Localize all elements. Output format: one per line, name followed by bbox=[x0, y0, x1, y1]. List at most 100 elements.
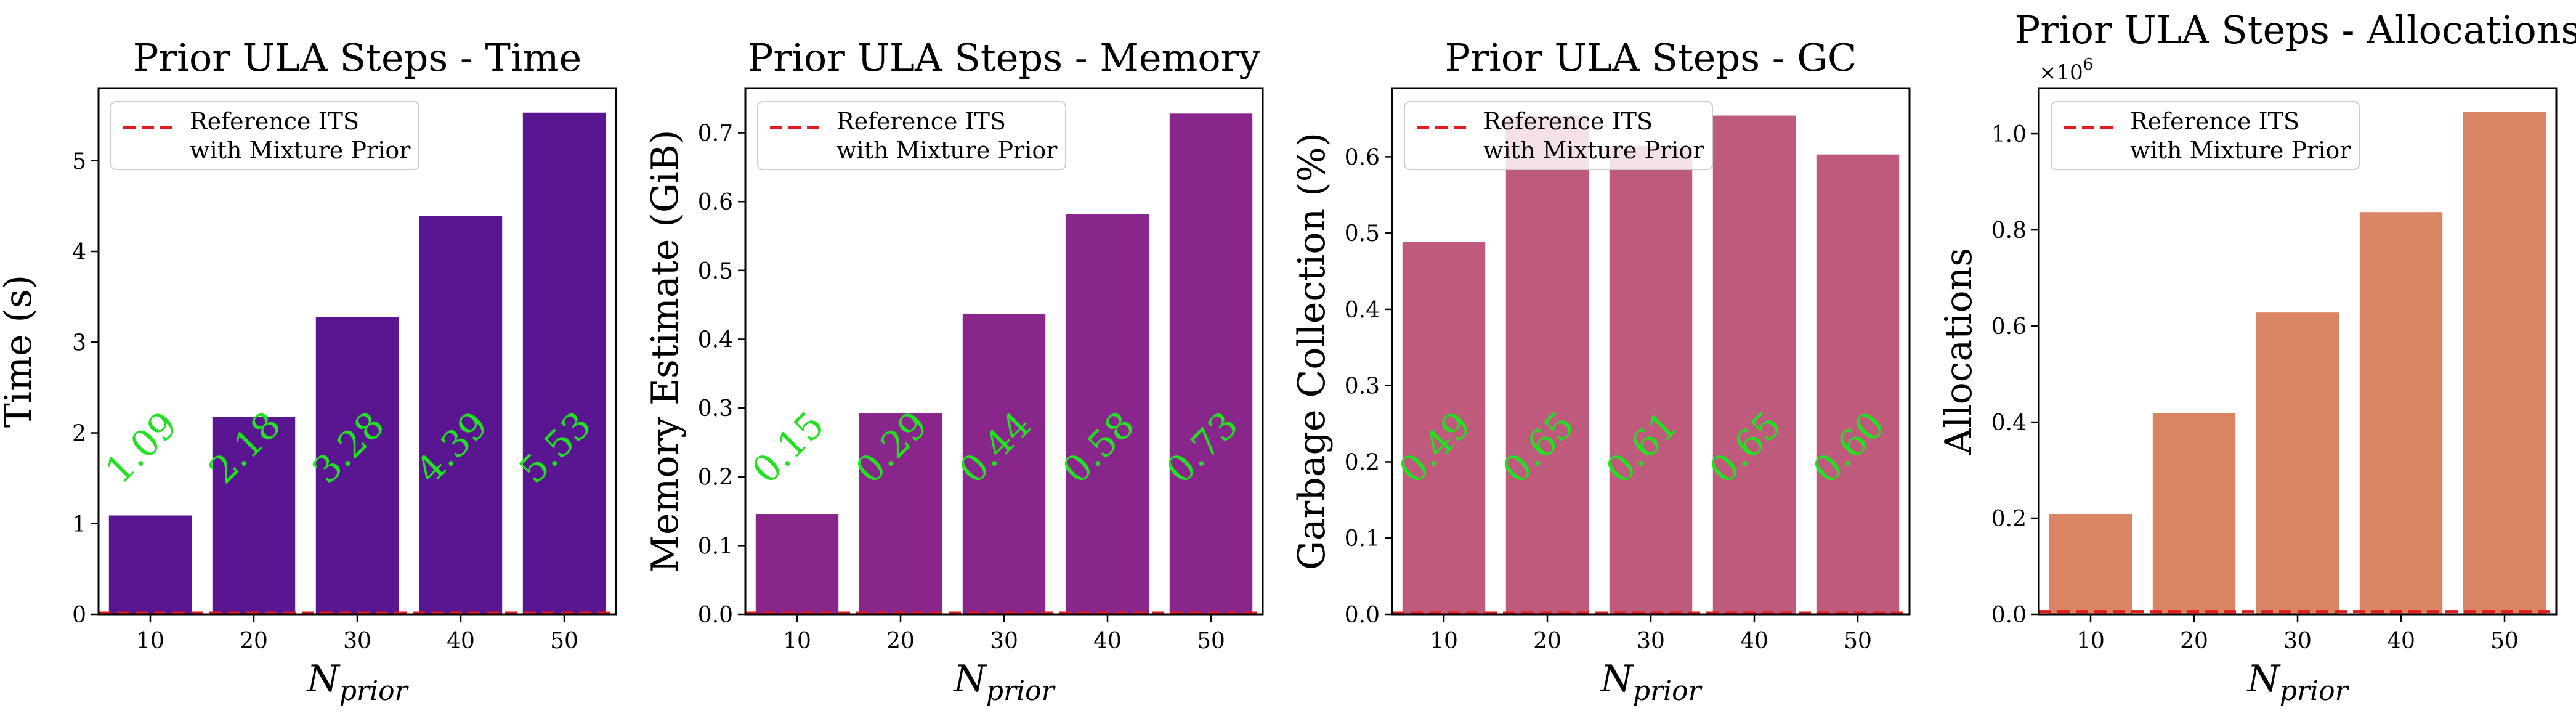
y-axis-label: Garbage Collection (%) bbox=[1290, 132, 1334, 570]
x-tick-label: 10 bbox=[2076, 629, 2105, 654]
bar-50 bbox=[2463, 112, 2546, 615]
y-tick-label: 0.0 bbox=[1991, 603, 2027, 628]
x-tick-label: 10 bbox=[1430, 629, 1458, 654]
legend-label-line2: with Mixture Prior bbox=[190, 137, 411, 164]
y-tick-label: 0.4 bbox=[698, 327, 733, 352]
bar-50 bbox=[1816, 154, 1900, 615]
x-tick-label: 40 bbox=[1740, 629, 1768, 654]
bar-40 bbox=[1712, 115, 1796, 614]
x-tick-label: 50 bbox=[550, 629, 578, 654]
x-tick-label: 20 bbox=[240, 629, 268, 654]
y-tick-label: 0.7 bbox=[698, 121, 733, 147]
y-tick-label: 0.8 bbox=[1991, 218, 2027, 243]
chart-title: Prior ULA Steps - GC bbox=[1445, 35, 1857, 80]
legend-box bbox=[1404, 101, 1713, 170]
x-axis-label-subscript: prior bbox=[339, 675, 410, 707]
bar-value-label: 1.09 bbox=[97, 404, 186, 492]
bar-50 bbox=[522, 112, 606, 614]
chart-title: Prior ULA Steps - Memory bbox=[748, 35, 1261, 80]
y-tick-label: 0.5 bbox=[698, 259, 733, 284]
x-axis-label: Nprior bbox=[2246, 658, 2349, 707]
x-axis-label-subscript: prior bbox=[986, 675, 1056, 707]
legend-label-line1: Reference ITS bbox=[1483, 108, 1653, 135]
y-tick-label: 0.2 bbox=[1345, 450, 1380, 475]
legend-box bbox=[757, 101, 1066, 170]
x-axis-label-subscript: prior bbox=[2280, 675, 2350, 707]
x-tick-label: 50 bbox=[2490, 629, 2519, 654]
x-tick-label: 40 bbox=[447, 629, 475, 654]
legend-label-line2: with Mixture Prior bbox=[836, 137, 1058, 164]
y-tick-label: 0.1 bbox=[1345, 526, 1380, 552]
bar-30 bbox=[1609, 146, 1693, 614]
y-tick-label: 0.6 bbox=[698, 190, 733, 215]
chart-panel-2: 0.15 0.29 0.44 0.58 0.730.00.10.20.30.40.50.… bbox=[644, 35, 1264, 707]
legend-box bbox=[110, 101, 419, 170]
bar-value-label: 0.15 bbox=[744, 404, 833, 492]
x-tick-label: 20 bbox=[886, 629, 915, 654]
bar-20 bbox=[859, 413, 942, 614]
bar-40 bbox=[419, 216, 503, 614]
bar-40 bbox=[2359, 212, 2443, 614]
bar-30 bbox=[315, 317, 399, 614]
bar-10 bbox=[1402, 242, 1486, 614]
chart-title: Prior ULA Steps - Time bbox=[133, 35, 581, 80]
x-axis-label-main: N bbox=[1599, 658, 1634, 701]
bar-10 bbox=[2049, 513, 2132, 614]
x-axis-label-main: N bbox=[2246, 658, 2281, 701]
y-tick-label: 0.4 bbox=[1345, 298, 1380, 323]
legend-label-line1: Reference ITS bbox=[2130, 108, 2299, 135]
bar-10 bbox=[108, 515, 192, 614]
bar-20 bbox=[1505, 115, 1589, 614]
y-axis-label: Time (s) bbox=[0, 275, 40, 428]
legend-label-line2: with Mixture Prior bbox=[1483, 137, 1704, 164]
y-scale-base: ×10 bbox=[2039, 60, 2083, 85]
x-axis-label: Nprior bbox=[1599, 658, 1703, 707]
x-tick-label: 40 bbox=[2387, 629, 2415, 654]
x-tick-label: 40 bbox=[1093, 629, 1122, 654]
y-tick-label: 0.5 bbox=[1345, 221, 1380, 246]
y-tick-label: 0.2 bbox=[1991, 507, 2027, 532]
x-axis-label: Nprior bbox=[952, 658, 1056, 707]
y-tick-label: 4 bbox=[72, 240, 86, 265]
x-axis-label: Nprior bbox=[306, 658, 409, 707]
y-axis-label: Allocations bbox=[1937, 248, 1980, 455]
y-tick-label: 0.1 bbox=[698, 534, 733, 559]
bar-30 bbox=[962, 314, 1046, 614]
y-tick-label: 0.6 bbox=[1345, 145, 1380, 170]
bar-40 bbox=[1066, 214, 1149, 615]
x-tick-label: 50 bbox=[1197, 629, 1225, 654]
x-tick-label: 30 bbox=[2283, 629, 2312, 654]
bar-20 bbox=[2152, 413, 2236, 614]
bar-20 bbox=[212, 417, 296, 614]
legend-label-line1: Reference ITS bbox=[190, 108, 359, 135]
x-axis-label-main: N bbox=[952, 658, 987, 701]
y-scale-exponent: 6 bbox=[2083, 55, 2094, 74]
chart-title: Prior ULA Steps - Allocations bbox=[2015, 7, 2576, 52]
bar-10 bbox=[755, 514, 839, 614]
y-tick-label: 0 bbox=[72, 603, 86, 628]
y-tick-label: 1.0 bbox=[1991, 122, 2027, 147]
y-axis-label: Memory Estimate (GiB) bbox=[644, 130, 687, 573]
x-tick-label: 20 bbox=[1533, 629, 1561, 654]
x-tick-label: 10 bbox=[136, 629, 164, 654]
x-axis-label-main: N bbox=[306, 658, 341, 701]
x-tick-label: 30 bbox=[990, 629, 1018, 654]
y-tick-label: 0.4 bbox=[1991, 410, 2027, 436]
y-tick-label: 3 bbox=[72, 330, 86, 356]
y-tick-label: 1 bbox=[72, 512, 86, 537]
y-tick-label: 0.2 bbox=[698, 465, 733, 491]
legend-label-line1: Reference ITS bbox=[836, 108, 1006, 135]
y-tick-label: 2 bbox=[72, 422, 86, 447]
x-tick-label: 10 bbox=[783, 629, 811, 654]
y-scale-offset-label: ×106 bbox=[2039, 55, 2093, 85]
chart-panel-3: 0.49 0.65 0.61 0.65 0.600.00.10.20.30.40.50.… bbox=[1290, 35, 1911, 707]
y-tick-label: 5 bbox=[72, 149, 86, 174]
y-tick-label: 0.0 bbox=[1345, 603, 1380, 628]
y-tick-label: 0.6 bbox=[1991, 314, 2027, 340]
x-tick-label: 30 bbox=[1637, 629, 1665, 654]
x-tick-label: 30 bbox=[343, 629, 371, 654]
